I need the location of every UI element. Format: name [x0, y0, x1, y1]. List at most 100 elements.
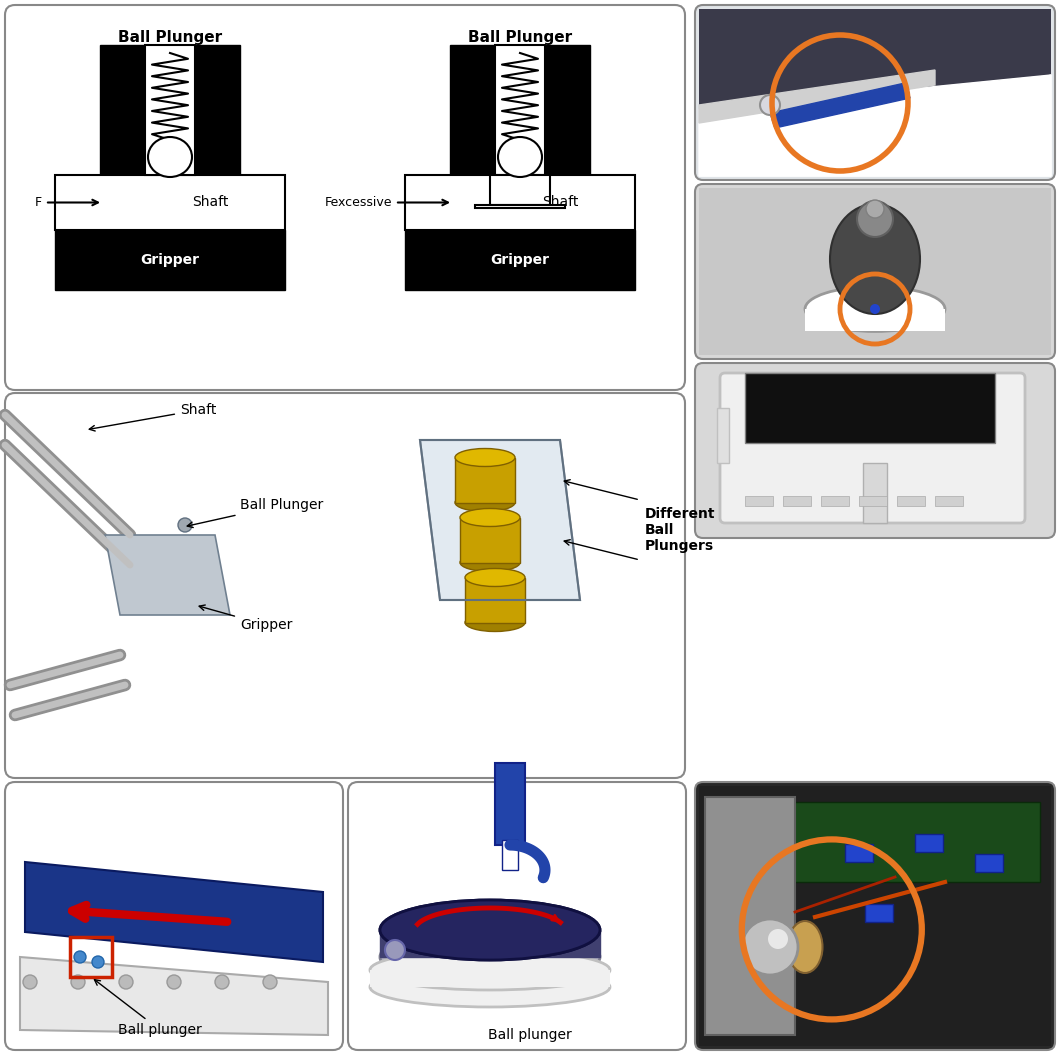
Bar [745, 496, 773, 506]
Bar [70, 937, 112, 977]
Bar [935, 496, 962, 506]
Circle shape [92, 956, 104, 968]
Bar [495, 45, 545, 175]
Ellipse shape [498, 137, 542, 177]
Polygon shape [699, 75, 1052, 176]
Bar [55, 175, 285, 230]
Bar [545, 45, 590, 175]
Bar [783, 496, 811, 506]
FancyBboxPatch shape [5, 782, 343, 1050]
Bar [897, 496, 925, 506]
Circle shape [23, 975, 37, 989]
Text: Shaft: Shaft [89, 403, 216, 431]
Bar [710, 802, 1040, 882]
Ellipse shape [379, 900, 600, 960]
Bar [805, 310, 946, 331]
Ellipse shape [805, 286, 946, 332]
Bar [865, 904, 893, 922]
Bar [502, 840, 518, 870]
Ellipse shape [370, 950, 610, 990]
Circle shape [866, 200, 884, 218]
Ellipse shape [370, 967, 610, 1007]
Text: Gripper: Gripper [491, 253, 549, 267]
Text: Ball plunger: Ball plunger [488, 1028, 571, 1042]
FancyBboxPatch shape [695, 363, 1055, 538]
Bar [845, 844, 873, 862]
Polygon shape [699, 70, 935, 123]
Circle shape [263, 975, 277, 989]
FancyBboxPatch shape [695, 782, 1055, 1050]
Ellipse shape [788, 921, 823, 973]
Circle shape [71, 975, 85, 989]
Bar [495, 763, 525, 845]
Bar [705, 797, 795, 1035]
Bar [975, 854, 1003, 872]
Circle shape [119, 975, 132, 989]
Text: Ball Plunger: Ball Plunger [118, 30, 222, 45]
FancyBboxPatch shape [695, 184, 1055, 359]
Polygon shape [20, 957, 328, 1035]
Bar [863, 463, 887, 523]
FancyBboxPatch shape [695, 5, 1055, 180]
Ellipse shape [465, 568, 525, 586]
Bar [490, 175, 550, 205]
Bar [465, 578, 525, 622]
Ellipse shape [148, 137, 192, 177]
FancyBboxPatch shape [348, 782, 686, 1050]
FancyBboxPatch shape [5, 5, 685, 390]
Text: Gripper: Gripper [141, 253, 199, 267]
Circle shape [178, 518, 192, 532]
Circle shape [768, 929, 788, 949]
Ellipse shape [460, 553, 520, 571]
Ellipse shape [379, 928, 600, 987]
Circle shape [74, 951, 86, 962]
Circle shape [760, 95, 780, 114]
Polygon shape [699, 75, 1052, 176]
Ellipse shape [465, 614, 525, 632]
Circle shape [167, 975, 181, 989]
Bar [915, 834, 943, 852]
FancyBboxPatch shape [720, 373, 1025, 523]
Polygon shape [379, 930, 600, 957]
Bar [699, 8, 1052, 176]
Text: Shaft: Shaft [542, 195, 578, 210]
Circle shape [856, 201, 893, 237]
Bar [822, 496, 849, 506]
Text: Fexcessive: Fexcessive [324, 196, 392, 209]
Bar [405, 175, 635, 230]
Bar [699, 188, 1052, 355]
Circle shape [215, 975, 229, 989]
Ellipse shape [455, 448, 515, 466]
Bar [455, 458, 515, 502]
Ellipse shape [379, 900, 600, 960]
Text: Ball Plunger: Ball Plunger [188, 498, 323, 528]
Circle shape [742, 919, 798, 975]
Polygon shape [420, 440, 580, 600]
Text: F: F [35, 196, 42, 209]
Bar [699, 787, 1052, 1046]
Ellipse shape [460, 509, 520, 527]
Circle shape [385, 940, 405, 960]
Polygon shape [770, 83, 909, 128]
Text: Shaft: Shaft [192, 195, 228, 210]
Bar [55, 230, 285, 290]
Bar [195, 45, 240, 175]
Text: Ball plunger: Ball plunger [94, 979, 201, 1037]
Bar [370, 970, 610, 987]
FancyBboxPatch shape [5, 393, 685, 778]
Ellipse shape [455, 494, 515, 512]
Bar [405, 230, 635, 290]
Circle shape [870, 304, 880, 314]
Polygon shape [25, 862, 323, 962]
Ellipse shape [830, 204, 920, 314]
Polygon shape [105, 535, 230, 615]
Bar [460, 517, 520, 563]
Bar [699, 367, 1052, 534]
Text: Ball Plunger: Ball Plunger [467, 30, 572, 45]
Bar [145, 45, 195, 175]
Text: Gripper: Gripper [199, 605, 293, 632]
Bar [450, 45, 495, 175]
Bar [745, 373, 995, 443]
Text: Different
Ball
Plungers: Different Ball Plungers [644, 507, 716, 553]
Bar [717, 408, 729, 463]
